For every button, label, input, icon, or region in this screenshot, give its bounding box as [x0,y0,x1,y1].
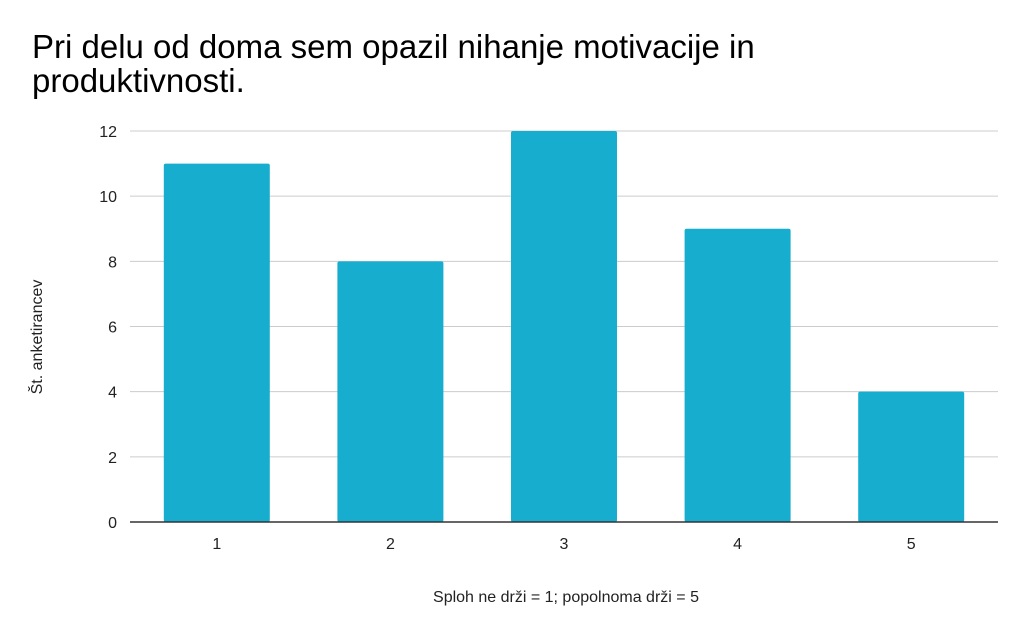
y-tick-label: 12 [99,124,117,141]
chart-title: Pri delu od doma sem opazil nihanje moti… [32,28,755,99]
y-tick-label: 4 [108,385,117,402]
bar-2 [337,261,444,522]
bars [163,131,965,523]
y-tick-label: 0 [108,515,117,532]
bar-1 [163,163,270,523]
bar-3 [511,131,617,522]
x-tick-label: 2 [386,536,395,553]
x-axis-title: Sploh ne drži = 1; popolnoma drži = 5 [433,589,699,606]
x-tick-label: 4 [733,536,742,553]
y-tick-label: 8 [108,254,117,271]
x-tick-label: 1 [212,536,221,553]
x-tick-label: 5 [907,536,916,553]
y-tick-label: 10 [99,189,117,206]
x-tick-label: 3 [560,536,569,553]
bar-4 [684,228,791,522]
y-axis-title: Št. anketirancev [27,280,46,395]
bar-5 [858,391,965,522]
y-tick-label: 2 [108,450,117,467]
y-tick-label: 6 [108,320,117,337]
